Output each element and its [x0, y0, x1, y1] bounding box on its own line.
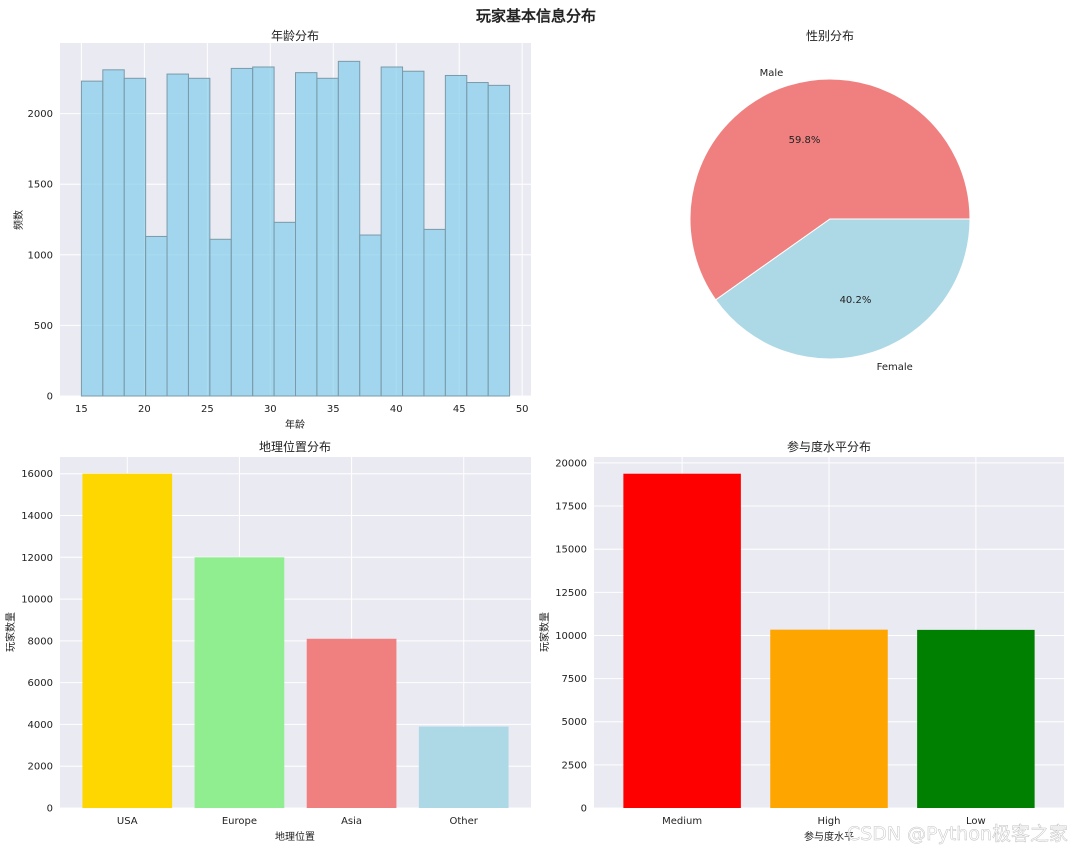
engagement-bar-ytick: 10000: [555, 631, 587, 642]
engagement-bar-ytick: 17500: [555, 502, 587, 513]
region-bar-ylabel: 玩家数量: [4, 612, 17, 652]
engagement-bar-ytick: 0: [581, 804, 587, 815]
age-histogram-xtick: 40: [390, 404, 403, 415]
age-histogram-xtick: 50: [516, 404, 529, 415]
region-bar-xtick: Other: [450, 816, 479, 827]
engagement-bar-ytick: 5000: [562, 717, 587, 728]
region-bar-xlabel: 地理位置: [275, 830, 315, 843]
age-histogram-bar: [424, 229, 445, 396]
region-bar-panel: 0 2000 4000 6000 8000 10000 12000 14000 16000 USA…: [4, 439, 531, 843]
engagement-bar-xtick: High: [818, 816, 841, 827]
region-bar-bar: [419, 727, 509, 808]
figure-suptitle: 玩家基本信息分布: [476, 7, 596, 25]
age-histogram-title: 年龄分布: [271, 29, 319, 43]
age-histogram-bar: [317, 78, 338, 396]
gender-pie-label: Female: [877, 362, 913, 373]
region-bar-ytick: 4000: [28, 720, 53, 731]
age-histogram-bar: [403, 71, 424, 396]
region-bar-ytick: 14000: [21, 511, 53, 522]
engagement-bar-ytick: 12500: [555, 588, 587, 599]
region-bar-ytick: 0: [47, 804, 53, 815]
region-bar-ytick: 2000: [28, 762, 53, 773]
age-histogram-bar: [124, 78, 145, 396]
age-histogram-xtick: 25: [201, 404, 214, 415]
region-bar-bar: [195, 557, 285, 808]
engagement-bar-ytick: 15000: [555, 545, 587, 556]
age-histogram-xlabel: 年龄: [285, 418, 305, 431]
gender-pie-pct-label: 40.2%: [840, 295, 872, 306]
age-histogram-bar: [103, 70, 124, 396]
engagement-bar-ylabel: 玩家数量: [538, 612, 551, 652]
engagement-bar-title: 参与度水平分布: [787, 439, 871, 454]
age-histogram-bar: [488, 85, 509, 396]
age-histogram-bar: [146, 236, 167, 396]
region-bar-xtick: Asia: [341, 816, 362, 827]
region-bar-ytick: 6000: [28, 678, 53, 689]
region-bar-ytick: 16000: [21, 469, 53, 480]
engagement-bar-bar: [623, 474, 741, 808]
age-histogram-xtick: 45: [453, 404, 466, 415]
region-bar-xtick: USA: [117, 816, 138, 827]
engagement-bar-ytick: 7500: [562, 674, 587, 685]
age-histogram-bar: [210, 239, 231, 396]
gender-pie-pct-label: 59.8%: [789, 135, 821, 146]
engagement-bar-bar: [917, 630, 1035, 808]
age-histogram-xtick: 30: [264, 404, 277, 415]
region-bar-bar: [307, 639, 397, 808]
age-histogram-bar: [253, 67, 274, 396]
age-histogram-bar: [360, 235, 381, 396]
age-histogram-ytick: 0: [47, 392, 53, 403]
engagement-bar-xtick: Medium: [662, 816, 702, 827]
age-histogram-bar: [81, 81, 102, 396]
age-histogram-bar: [167, 74, 188, 396]
age-histogram-bar: [296, 73, 317, 396]
age-histogram-ylabel: 频数: [12, 210, 25, 230]
figure-canvas: 玩家基本信息分布 050010001500200015 20 25 30 35 40 45 5…: [0, 0, 1072, 850]
gender-pie-panel: Male 59.8% Female 40.2% 性别分布: [690, 29, 970, 373]
region-bar-ytick: 10000: [21, 595, 53, 606]
region-bar-title: 地理位置分布: [259, 439, 331, 454]
age-histogram-bar: [188, 78, 209, 396]
age-histogram-ytick: 2000: [28, 109, 53, 120]
region-bar-bar: [82, 474, 172, 808]
engagement-bar-ytick: 20000: [555, 458, 587, 469]
age-histogram-ytick: 500: [34, 321, 53, 332]
engagement-bar-bar: [770, 630, 888, 808]
region-bar-ytick: 8000: [28, 636, 53, 647]
age-histogram-bar: [445, 75, 466, 396]
engagement-bar-ytick: 2500: [562, 760, 587, 771]
region-bar-xtick: Europe: [222, 816, 257, 827]
age-histogram-bar: [467, 83, 488, 396]
age-histogram-xtick: 35: [327, 404, 340, 415]
age-histogram-xtick: 15: [75, 404, 88, 415]
age-histogram-xtick: 20: [138, 404, 151, 415]
engagement-bar-panel: 0 2500 5000 7500 10000 12500 15000 17500 20000 Me…: [538, 439, 1064, 843]
age-histogram-bar: [338, 61, 359, 396]
age-histogram-ytick: 1000: [28, 250, 53, 261]
gender-pie-label: Male: [760, 68, 784, 79]
age-histogram-bar: [231, 68, 252, 396]
watermark-text: CSDN @Python极客之家: [847, 823, 1068, 845]
region-bar-ytick: 12000: [21, 553, 53, 564]
age-histogram-bar: [381, 67, 402, 396]
gender-pie-title: 性别分布: [806, 29, 854, 43]
age-histogram-bar: [274, 222, 295, 396]
age-histogram-ytick: 1500: [28, 180, 53, 191]
